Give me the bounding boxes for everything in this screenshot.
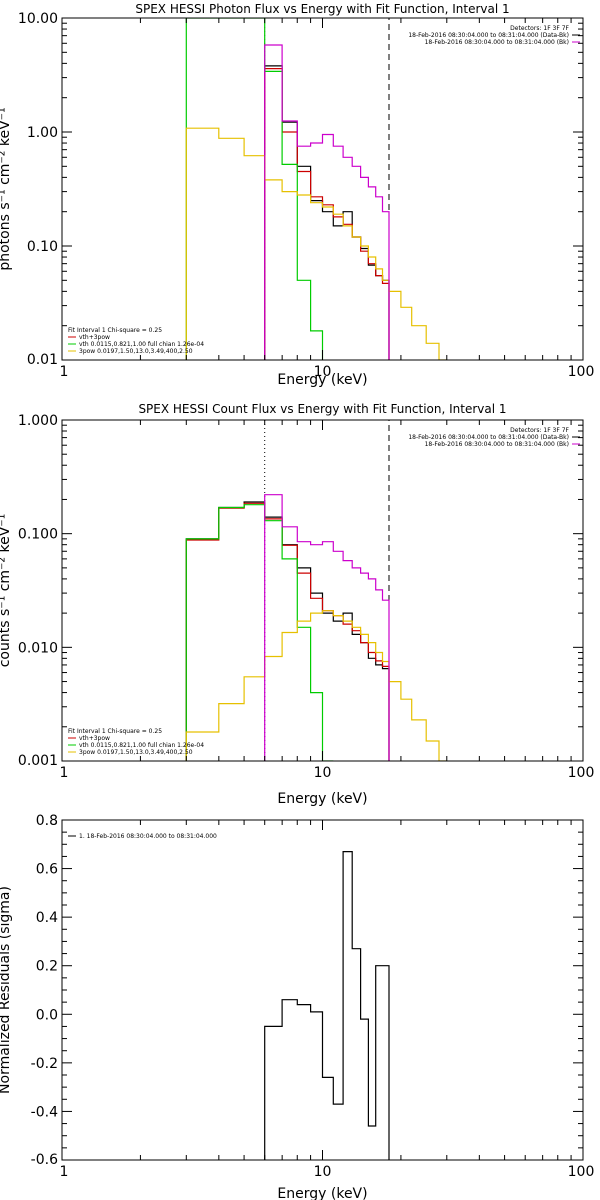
y-tick-label: 0.2 [36, 959, 58, 975]
y-tick-label: 0.01 [27, 352, 58, 368]
axes-frame [61, 17, 584, 361]
x-tick-label: 1 [60, 1164, 69, 1180]
y-axis-label: counts s⁻¹ cm⁻² keV⁻¹ [0, 514, 13, 668]
y-tick-label: 0.0 [36, 1007, 58, 1023]
x-tick-label: 10 [314, 765, 332, 781]
legend-left-entry: 3pow 0.0197,1.50,13.0,3.49,400,2.50 [79, 749, 193, 756]
x-tick-label: 10 [314, 364, 332, 380]
series-bk [264, 494, 390, 761]
series-3pow [185, 127, 447, 360]
series-vth [185, 18, 324, 360]
x-tick-label: 100 [568, 765, 595, 781]
series-bk [264, 44, 390, 360]
panel-1: 1 10 100 0.01 0.10 1.00 10.00 SPEX HESSI Photon… [0, 2, 594, 388]
y-tick-label: 1.000 [18, 413, 58, 429]
plot-area [264, 851, 390, 1160]
panel-3: 1 10 100 -0.6 -0.4 -0.2 0.0 0.2 0.4 0.6 0.8 Energy … [0, 813, 594, 1200]
chart-title: SPEX HESSI Count Flux vs Energy with Fit… [138, 402, 506, 416]
legend-right-entry: Detectors: 1F 3F 7F [510, 25, 569, 32]
chart-title: SPEX HESSI Photon Flux vs Energy with Fi… [135, 2, 509, 16]
y-axis-label: Normalized Residuals (sigma) [0, 886, 13, 1094]
series-vth-3pow [264, 68, 390, 360]
series-residuals [264, 851, 390, 1160]
axes-frame [61, 819, 584, 1161]
legend-left-entry: vth+3pow [79, 334, 110, 341]
legend-right-entry: 18-Feb-2016 08:30:04.000 to 08:31:04.000… [425, 39, 569, 46]
x-tick-label: 100 [568, 1164, 595, 1180]
series-vth [185, 504, 334, 761]
y-tick-label: 0.6 [36, 862, 58, 878]
legend-right-entry: Detectors: 1F 3F 7F [510, 427, 569, 434]
series-3pow [185, 610, 447, 761]
y-tick-label: 0.010 [18, 640, 58, 656]
legend-left-entry: Fit Interval 1 Chi-square = 0.25 [68, 728, 162, 735]
panel-2: 1 10 100 0.001 0.010 0.100 1.000 SPEX HESSI Cou… [0, 402, 594, 807]
x-axis-label: Energy (keV) [277, 372, 367, 388]
plot-area [185, 420, 447, 761]
x-tick-label: 10 [314, 1164, 332, 1180]
x-tick-label: 1 [60, 364, 69, 380]
legend-left-entry: Fit Interval 1 Chi-square = 0.25 [68, 327, 162, 334]
y-tick-label: -0.2 [31, 1056, 58, 1072]
y-tick-label: 0.100 [18, 527, 58, 543]
y-tick-label: -0.6 [31, 1152, 58, 1168]
y-tick-label: 0.10 [27, 239, 58, 255]
series-data-bk [185, 501, 390, 761]
legend-left-entry: vth 0.0115,0.821,1.00 full chian 1.26e-0… [79, 341, 204, 348]
x-axis-label: Energy (keV) [277, 791, 367, 807]
x-tick-label: 100 [568, 364, 595, 380]
legend-right-entry: 18-Feb-2016 08:30:04.000 to 08:31:04.000… [425, 441, 569, 448]
y-tick-label: 0.001 [18, 753, 58, 769]
y-axis-label: photons s⁻¹ cm⁻² keV⁻¹ [0, 107, 13, 270]
y-tick-label: 1.00 [27, 125, 58, 141]
legend-right-entry: 18-Feb-2016 08:30:04.000 to 08:31:04.000… [408, 32, 569, 39]
legend-left-entry: vth 0.0115,0.821,1.00 full chian 1.26e-0… [79, 742, 204, 749]
x-tick-label: 1 [60, 765, 69, 781]
legend-right-entry: 18-Feb-2016 08:30:04.000 to 08:31:04.000… [408, 434, 569, 441]
legend-left-entry: 1. 18-Feb-2016 08:30:04.000 to 08:31:04.… [79, 833, 217, 840]
y-tick-label: 0.8 [36, 813, 58, 829]
y-tick-label: -0.4 [31, 1104, 58, 1120]
y-tick-label: 0.4 [36, 910, 58, 926]
x-axis-label: Energy (keV) [277, 1186, 367, 1200]
legend-left-entry: 3pow 0.0197,1.50,13.0,3.49,400,2.50 [79, 348, 193, 355]
series-data-bk [264, 65, 390, 360]
legend-left-entry: vth+3pow [79, 735, 110, 742]
plot-area [185, 18, 447, 360]
y-tick-label: 10.00 [18, 11, 58, 27]
